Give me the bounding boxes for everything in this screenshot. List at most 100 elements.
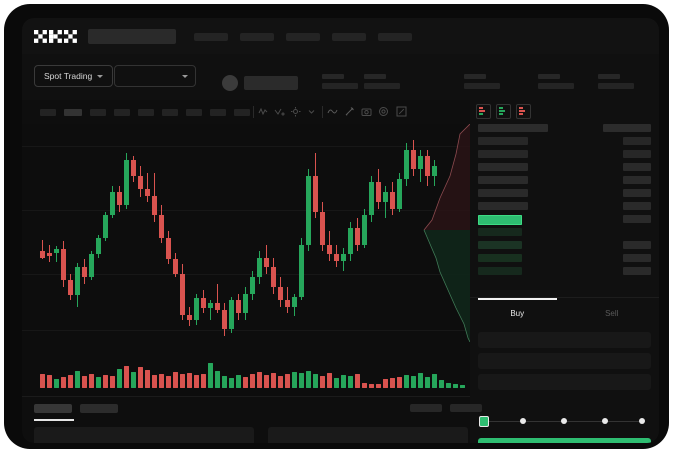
- volume-bar: [327, 373, 332, 388]
- volume-bar: [257, 372, 262, 388]
- timeframe-30m[interactable]: [114, 109, 130, 116]
- depth-overlay: [410, 124, 470, 342]
- nav-item-3[interactable]: [286, 33, 320, 41]
- chart-gridline-2: [22, 274, 470, 275]
- candle: [187, 124, 192, 342]
- chart-gridline-3: [22, 330, 470, 331]
- spot-trading-dropdown[interactable]: Spot Trading: [34, 65, 114, 87]
- compare-icon[interactable]: [274, 106, 285, 117]
- buy-sell-tabs: Buy Sell: [470, 297, 659, 328]
- order-book-ask-row[interactable]: [623, 176, 651, 184]
- order-book-bid-row[interactable]: [478, 176, 528, 184]
- order-book-ask-row[interactable]: [623, 150, 651, 158]
- toolbar-divider: [253, 106, 254, 118]
- tab-buy[interactable]: Buy: [470, 298, 565, 328]
- stat-24h-low: [538, 74, 574, 89]
- timeframe-1h[interactable]: [138, 109, 154, 116]
- price-chart[interactable]: [22, 124, 471, 396]
- order-book-bid-row[interactable]: [478, 150, 528, 158]
- nav-item-1[interactable]: [194, 33, 228, 41]
- slider-stop-25[interactable]: [520, 418, 526, 424]
- slider-stop-50[interactable]: [561, 418, 567, 424]
- order-book-ask-row[interactable]: [623, 215, 651, 223]
- timeframe-1d[interactable]: [186, 109, 202, 116]
- candle: [201, 124, 206, 342]
- candle-body: [89, 254, 94, 278]
- order-book-ask-row[interactable]: [603, 124, 651, 132]
- indicator-icon[interactable]: [258, 106, 269, 117]
- chart-gridline-1: [22, 210, 470, 211]
- timeframe-5m[interactable]: [64, 109, 82, 116]
- settings-icon[interactable]: [290, 106, 301, 117]
- candle: [68, 124, 73, 342]
- okx-logo[interactable]: [34, 30, 78, 43]
- nav-item-2[interactable]: [240, 33, 274, 41]
- candle-body: [271, 267, 276, 287]
- order-book-ask-row[interactable]: [623, 202, 651, 210]
- orders-cancel-all-button[interactable]: [450, 404, 482, 412]
- order-book-bid-row[interactable]: [478, 163, 528, 171]
- amount-field[interactable]: [478, 374, 651, 390]
- order-book-bid-row[interactable]: [478, 137, 528, 145]
- tab-order-history[interactable]: [80, 404, 118, 413]
- candle: [327, 124, 332, 342]
- order-book-bid-row[interactable]: [478, 267, 522, 275]
- tab-sell[interactable]: Sell: [565, 298, 660, 328]
- : [499, 107, 503, 109]
- alert-icon[interactable]: [378, 106, 389, 117]
- order-book-bid-row[interactable]: [478, 189, 528, 197]
- order-book-ask-row[interactable]: [623, 137, 651, 145]
- order-book-ask-row[interactable]: [623, 254, 651, 262]
- order-book-rows[interactable]: [470, 124, 659, 294]
- order-book-ask-row[interactable]: [623, 267, 651, 275]
- candle: [145, 124, 150, 342]
- timeframe-4h[interactable]: [162, 109, 178, 116]
- volume-bar: [383, 379, 388, 388]
- submit-order-button[interactable]: [478, 438, 651, 443]
- timeframe-1m[interactable]: [40, 109, 56, 116]
- slider-stop-100[interactable]: [639, 418, 645, 424]
- nav-item-5[interactable]: [378, 33, 412, 41]
- search-input[interactable]: [88, 29, 176, 44]
- slider-stop-75[interactable]: [602, 418, 608, 424]
- stat-24h-high: [464, 74, 500, 89]
- order-book-bid-row[interactable]: [478, 215, 522, 225]
- order-book-ask-row[interactable]: [623, 189, 651, 197]
- volume-bar: [411, 376, 416, 388]
- timeframe-15m[interactable]: [90, 109, 106, 116]
- candle-body: [40, 251, 45, 258]
- candle: [278, 124, 283, 342]
- line-style-icon[interactable]: [327, 106, 338, 117]
- order-book-ask-row[interactable]: [623, 241, 651, 249]
- candle-body: [110, 192, 115, 216]
- slider-handle[interactable]: [479, 416, 489, 427]
- timeframe-1mo[interactable]: [234, 109, 250, 116]
- tab-open-orders[interactable]: [34, 404, 72, 413]
- orderbook-mode-both-icon[interactable]: [476, 104, 491, 119]
- price-field[interactable]: [478, 353, 651, 369]
- timeframe-1w[interactable]: [210, 109, 226, 116]
- drawing-tools-icon[interactable]: [344, 106, 355, 117]
- candle-body: [320, 211, 325, 245]
- order-book-bid-row[interactable]: [478, 254, 522, 262]
- orders-filter-button[interactable]: [410, 404, 442, 412]
- order-book-bid-row[interactable]: [478, 202, 528, 210]
- volume-bar: [68, 375, 73, 388]
- chevron-down-icon[interactable]: [306, 106, 317, 117]
- order-book-bid-row[interactable]: [478, 228, 522, 236]
- : [499, 110, 505, 112]
- orderbook-mode-asks-icon[interactable]: [516, 104, 531, 119]
- order-book-bid-row[interactable]: [478, 241, 522, 249]
- candle: [306, 124, 311, 342]
- stat-24h-change-label: [364, 74, 386, 79]
- order-type-field[interactable]: [478, 332, 651, 348]
- orderbook-mode-bids-icon[interactable]: [496, 104, 511, 119]
- trading-pair-select[interactable]: [114, 65, 196, 87]
- snapshot-icon[interactable]: [361, 106, 372, 117]
- candle: [138, 124, 143, 342]
- order-book-bid-row[interactable]: [478, 124, 548, 132]
- order-book-ask-row[interactable]: [623, 163, 651, 171]
- nav-item-4[interactable]: [332, 33, 366, 41]
- candle-body: [215, 303, 220, 310]
- fullscreen-icon[interactable]: [396, 106, 407, 117]
